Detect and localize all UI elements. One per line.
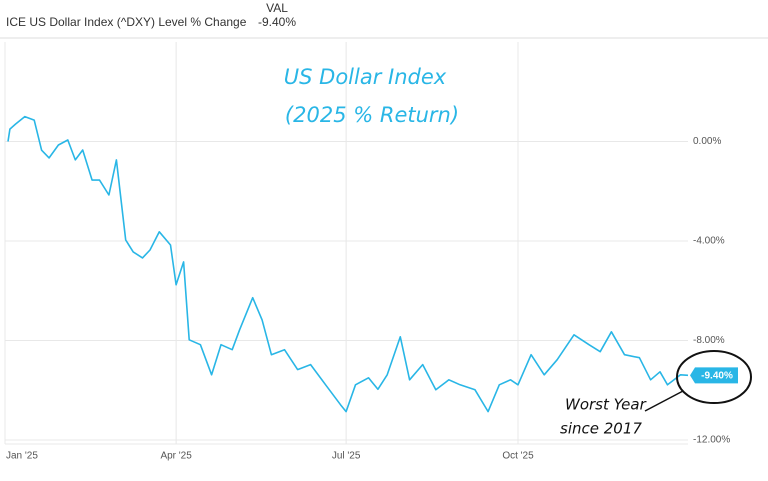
annotation: Worst Year — [565, 396, 647, 414]
annotation: since 2017 — [560, 420, 642, 438]
x-tick-label: Apr '25 — [160, 451, 192, 462]
end-label-box — [690, 367, 738, 384]
end-label: -9.40% — [701, 370, 733, 381]
legend-value: -9.40% — [258, 15, 296, 29]
y-tick-label: -8.00% — [693, 335, 725, 346]
annotation-pointer — [644, 390, 684, 412]
y-tick-label: -4.00% — [693, 236, 725, 247]
highlight-circle — [676, 350, 752, 404]
legend-header: ICE US Dollar Index (^DXY) Level % Chang… — [6, 15, 247, 29]
x-tick-label: Jul '25 — [332, 451, 361, 462]
x-tick-label: Jan '25 — [6, 451, 38, 462]
chart-subtitle: (2025 % Return) — [285, 103, 459, 127]
line-series — [7, 115, 689, 413]
plot: 0.00% -4.00% -8.00% -12.00% Jan '25 Apr '25 Ju… — [4, 42, 738, 462]
x-tick-label: Oct '25 — [502, 451, 534, 462]
legend-column-header: VAL — [266, 1, 288, 15]
y-tick-label: -12.00% — [693, 435, 730, 446]
y-tick-label: 0.00% — [693, 136, 721, 147]
chart-title: US Dollar Index — [284, 65, 447, 89]
